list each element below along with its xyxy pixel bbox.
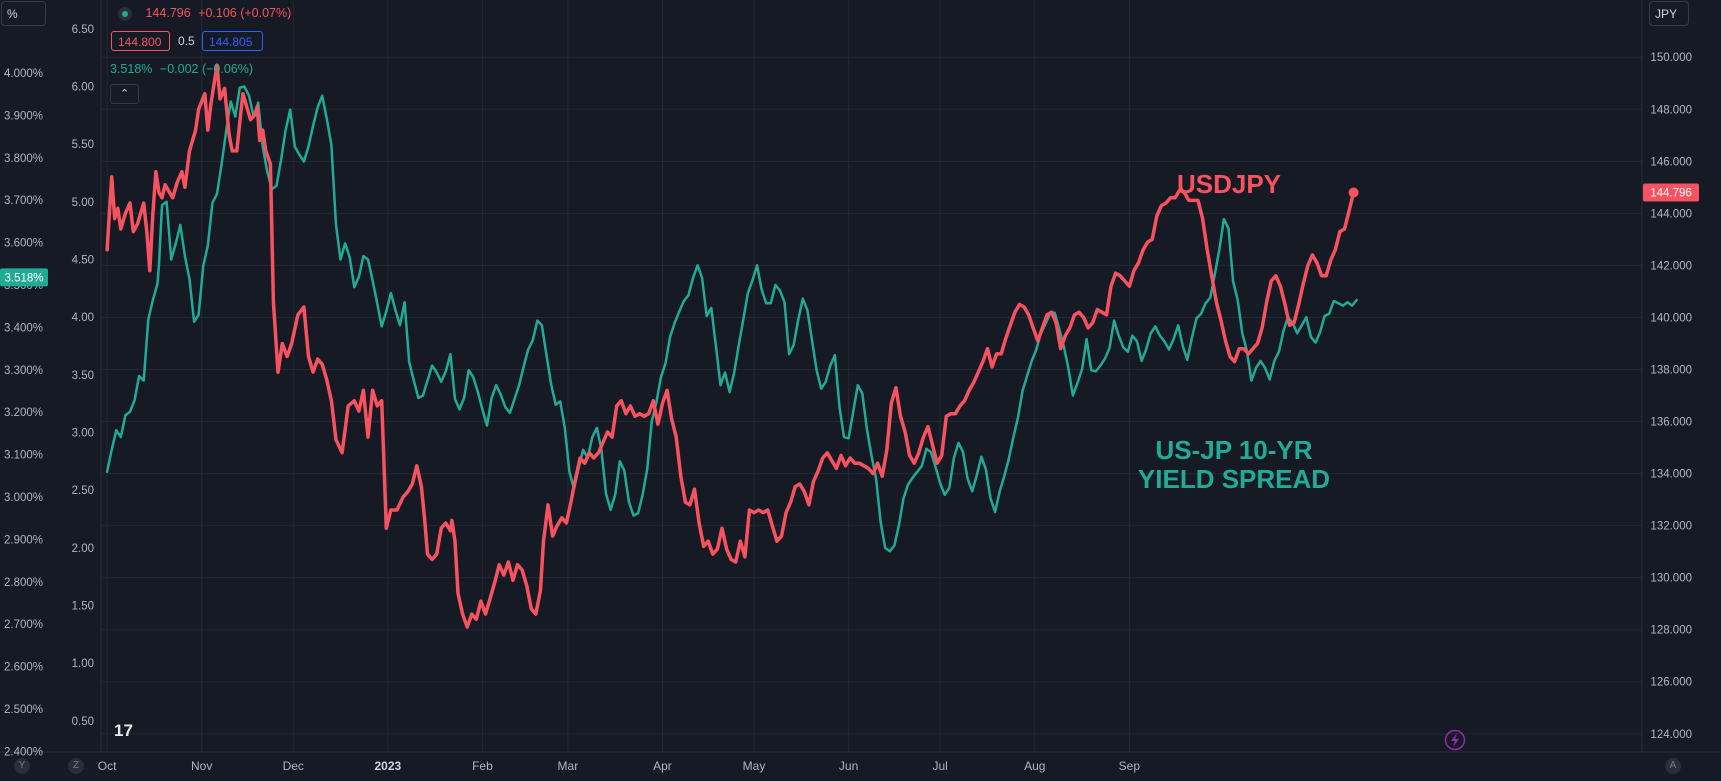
ask-button[interactable]: 144.805	[202, 31, 263, 51]
right-tick-label: 124.000	[1650, 729, 1692, 741]
x-tick-label: Sep	[1119, 759, 1141, 773]
right-tick-label: 128.000	[1650, 625, 1692, 637]
legend-usdjpy-row: 144.796 +0.106 (+0.07%)	[118, 6, 291, 21]
right-tick-label: 130.000	[1650, 573, 1692, 585]
yield-tick-label: 3.900%	[4, 110, 43, 122]
yield-tick-label: 3.200%	[4, 407, 43, 419]
x-tick-label: Jul	[932, 759, 947, 773]
spread-tick-label: 2.00	[72, 543, 94, 555]
spread-tick-label: 4.50	[72, 255, 94, 267]
yield-tick-label: 2.500%	[4, 704, 43, 716]
x-tick-label: Nov	[191, 759, 212, 773]
collapse-legend-button[interactable]: ⌃	[110, 84, 139, 104]
x-tick-label: Apr	[653, 759, 672, 773]
right-tick-label: 144.000	[1650, 208, 1692, 220]
x-tick-label: Feb	[472, 759, 493, 773]
left-scale-unit[interactable]: %	[1, 1, 46, 26]
right-tick-label: 150.000	[1650, 52, 1692, 64]
spread-tick-label: 1.50	[72, 601, 94, 613]
yield-tick-label: 2.900%	[4, 534, 43, 546]
spread-price-label-bg	[0, 268, 48, 287]
spread-tick-label: 5.00	[72, 197, 94, 209]
usdjpy-price-label-bg	[1643, 183, 1699, 202]
yield-tick-label: 2.700%	[4, 619, 43, 631]
series-group	[105, 63, 1359, 629]
yield-tick-label: 3.000%	[4, 492, 43, 504]
corner-button-y[interactable]: Y	[14, 758, 30, 774]
x-tick-label: Aug	[1024, 759, 1045, 773]
spread-price-label: 3.518%	[4, 272, 43, 284]
yield-tick-label: 2.400%	[4, 746, 43, 758]
yield-tick-label: 2.800%	[4, 577, 43, 589]
right-tick-label: 126.000	[1650, 677, 1692, 689]
yield-tick-label: 3.400%	[4, 322, 43, 334]
left-axis-pane	[0, 0, 101, 781]
yield-tick-label: 3.600%	[4, 238, 43, 250]
yield-tick-label: 3.100%	[4, 450, 43, 462]
spread-tick-label: 0.50	[72, 716, 94, 728]
spread-tick-label: 5.50	[72, 139, 94, 151]
right-tick-label: 138.000	[1650, 364, 1692, 376]
spread-line	[105, 85, 1358, 553]
spread-tick-label: 4.00	[72, 312, 94, 324]
yield-tick-label: 3.300%	[4, 365, 43, 377]
right-tick-label: 136.000	[1650, 417, 1692, 429]
right-tick-label: 146.000	[1650, 156, 1692, 168]
yield-tick-label: 3.700%	[4, 195, 43, 207]
x-tick-label: Jun	[839, 759, 858, 773]
spread-tick-label: 6.00	[72, 82, 94, 94]
svg-text:17: 17	[114, 721, 133, 740]
right-scale-unit[interactable]: JPY	[1649, 1, 1689, 26]
spread-annotation-line2: YIELD SPREAD	[1138, 464, 1330, 494]
spread-tick-label: 3.00	[72, 428, 94, 440]
usdjpy-annotation: USDJPY	[1177, 169, 1281, 199]
spread-tick-label: 6.50	[72, 24, 94, 36]
right-tick-label: 134.000	[1650, 469, 1692, 481]
usdjpy-line	[105, 63, 1356, 629]
usdjpy-last-point	[1348, 187, 1359, 198]
x-tick-label: 2023	[374, 759, 401, 773]
bid-button[interactable]: 144.800	[111, 31, 170, 51]
corner-button-z[interactable]: Z	[68, 758, 84, 774]
corner-button-auto[interactable]: A	[1665, 758, 1681, 774]
yield-tick-label: 2.600%	[4, 662, 43, 674]
usdjpy-change: +0.106 (+0.07%)	[198, 6, 292, 20]
x-tick-label: Mar	[558, 759, 579, 773]
yield-tick-label: 4.000%	[4, 68, 43, 80]
eye-icon[interactable]	[118, 6, 132, 21]
right-tick-label: 140.000	[1650, 312, 1692, 324]
tradingview-logo: 17	[114, 721, 133, 740]
right-tick-label: 148.000	[1650, 104, 1692, 116]
yield-tick-label: 3.800%	[4, 153, 43, 165]
right-tick-label: 132.000	[1650, 521, 1692, 533]
spread-quote: 3.518%	[110, 62, 153, 76]
x-tick-label: Dec	[283, 759, 304, 773]
x-tick-label: May	[743, 759, 766, 773]
x-tick-label: Oct	[98, 759, 117, 773]
usdjpy-quote: 144.796	[145, 6, 191, 20]
right-axis-pane	[1642, 0, 1721, 781]
grid-lines	[101, 0, 1642, 752]
spread-tick-label: 3.50	[72, 370, 94, 382]
legend-spread-row: 3.518% −0.002 (−0.06%)	[110, 62, 253, 76]
spread-tick-label: 1.00	[72, 658, 94, 670]
right-tick-label: 142.000	[1650, 260, 1692, 272]
usdjpy-price-label: 144.796	[1650, 188, 1692, 200]
lightning-icon[interactable]	[1444, 729, 1466, 751]
spread-value: 0.5	[178, 34, 195, 48]
spread-change: −0.002 (−0.06%)	[159, 62, 254, 76]
spread-tick-label: 2.50	[72, 485, 94, 497]
spread-annotation-line1: US-JP 10-YR	[1155, 435, 1312, 465]
